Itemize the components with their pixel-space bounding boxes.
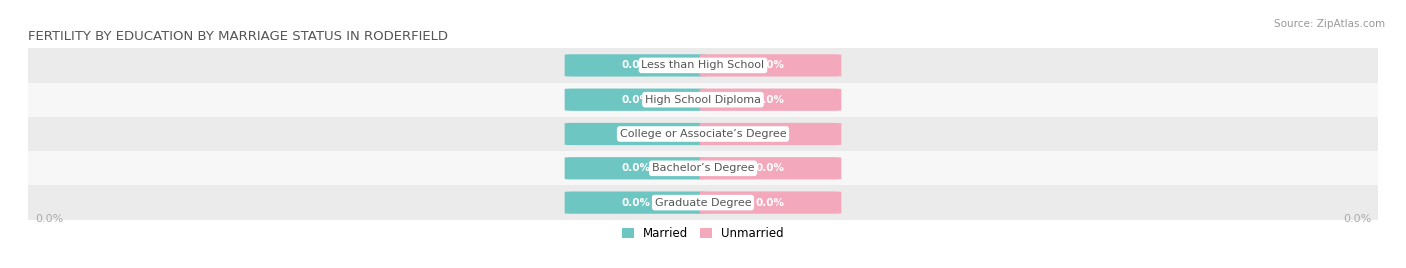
Text: FERTILITY BY EDUCATION BY MARRIAGE STATUS IN RODERFIELD: FERTILITY BY EDUCATION BY MARRIAGE STATU… [28, 30, 449, 43]
Text: 0.0%: 0.0% [621, 198, 650, 208]
FancyBboxPatch shape [700, 191, 841, 214]
Text: 0.0%: 0.0% [756, 163, 785, 173]
FancyBboxPatch shape [700, 54, 841, 77]
Legend: Married, Unmarried: Married, Unmarried [617, 222, 789, 245]
Text: Source: ZipAtlas.com: Source: ZipAtlas.com [1274, 19, 1385, 29]
FancyBboxPatch shape [565, 54, 706, 77]
Text: Bachelor’s Degree: Bachelor’s Degree [652, 163, 754, 173]
Text: High School Diploma: High School Diploma [645, 95, 761, 105]
FancyBboxPatch shape [28, 151, 1378, 185]
Text: 0.0%: 0.0% [756, 60, 785, 70]
FancyBboxPatch shape [700, 123, 841, 145]
FancyBboxPatch shape [700, 88, 841, 111]
FancyBboxPatch shape [28, 48, 1378, 83]
FancyBboxPatch shape [28, 117, 1378, 151]
Text: Less than High School: Less than High School [641, 60, 765, 70]
Text: College or Associate’s Degree: College or Associate’s Degree [620, 129, 786, 139]
FancyBboxPatch shape [700, 157, 841, 180]
FancyBboxPatch shape [28, 83, 1378, 117]
Text: 0.0%: 0.0% [621, 163, 650, 173]
Text: 0.0%: 0.0% [621, 60, 650, 70]
Text: 0.0%: 0.0% [621, 95, 650, 105]
Text: 0.0%: 0.0% [1343, 214, 1371, 224]
FancyBboxPatch shape [565, 88, 706, 111]
Text: Graduate Degree: Graduate Degree [655, 198, 751, 208]
FancyBboxPatch shape [565, 123, 706, 145]
Text: 0.0%: 0.0% [756, 129, 785, 139]
Text: 0.0%: 0.0% [756, 198, 785, 208]
FancyBboxPatch shape [28, 185, 1378, 220]
FancyBboxPatch shape [565, 191, 706, 214]
Text: 0.0%: 0.0% [621, 129, 650, 139]
Text: 0.0%: 0.0% [756, 95, 785, 105]
FancyBboxPatch shape [565, 157, 706, 180]
Text: 0.0%: 0.0% [35, 214, 63, 224]
